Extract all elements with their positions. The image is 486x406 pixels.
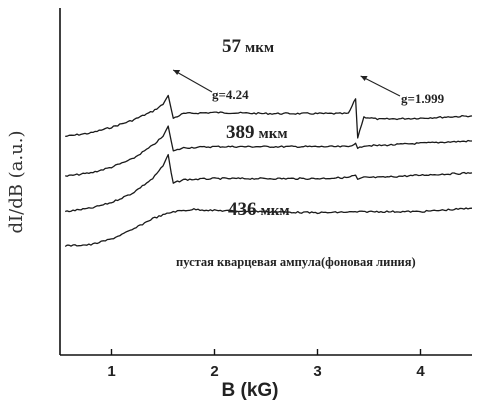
trace-0 xyxy=(65,94,473,139)
annotation-arrowhead xyxy=(173,70,181,75)
annotation-arrowhead xyxy=(360,76,368,81)
annotation-arrow xyxy=(172,69,213,93)
annotation-g424: g=4.24 xyxy=(212,87,249,102)
traces xyxy=(64,94,473,248)
background-label: пустая кварцевая ампула(фоновая линия) xyxy=(176,255,416,269)
x-tick-label: 3 xyxy=(313,363,321,380)
y-axis-label: dI/dB (a.u.) xyxy=(6,131,27,234)
series-label: 57 мкм xyxy=(222,36,274,57)
trace-3 xyxy=(64,207,473,248)
series-label: 389 мкм xyxy=(226,122,288,143)
x-tick-label: 2 xyxy=(210,363,218,380)
trace-1 xyxy=(65,125,472,177)
x-tick-label: 4 xyxy=(416,363,425,380)
annotation-g1999: g=1.999 xyxy=(401,91,445,106)
x-ticks: 1 2 3 4 xyxy=(107,349,425,380)
x-axis-label: B (kG) xyxy=(222,380,279,401)
trace-2 xyxy=(65,153,473,213)
series-labels: 57 мкм 389 мкм 436 мкм пустая кварцевая ампула… xyxy=(172,36,445,269)
annotation-arrow xyxy=(360,75,401,97)
series-label: 436 мкм xyxy=(228,199,290,220)
x-tick-label: 1 xyxy=(107,363,115,380)
